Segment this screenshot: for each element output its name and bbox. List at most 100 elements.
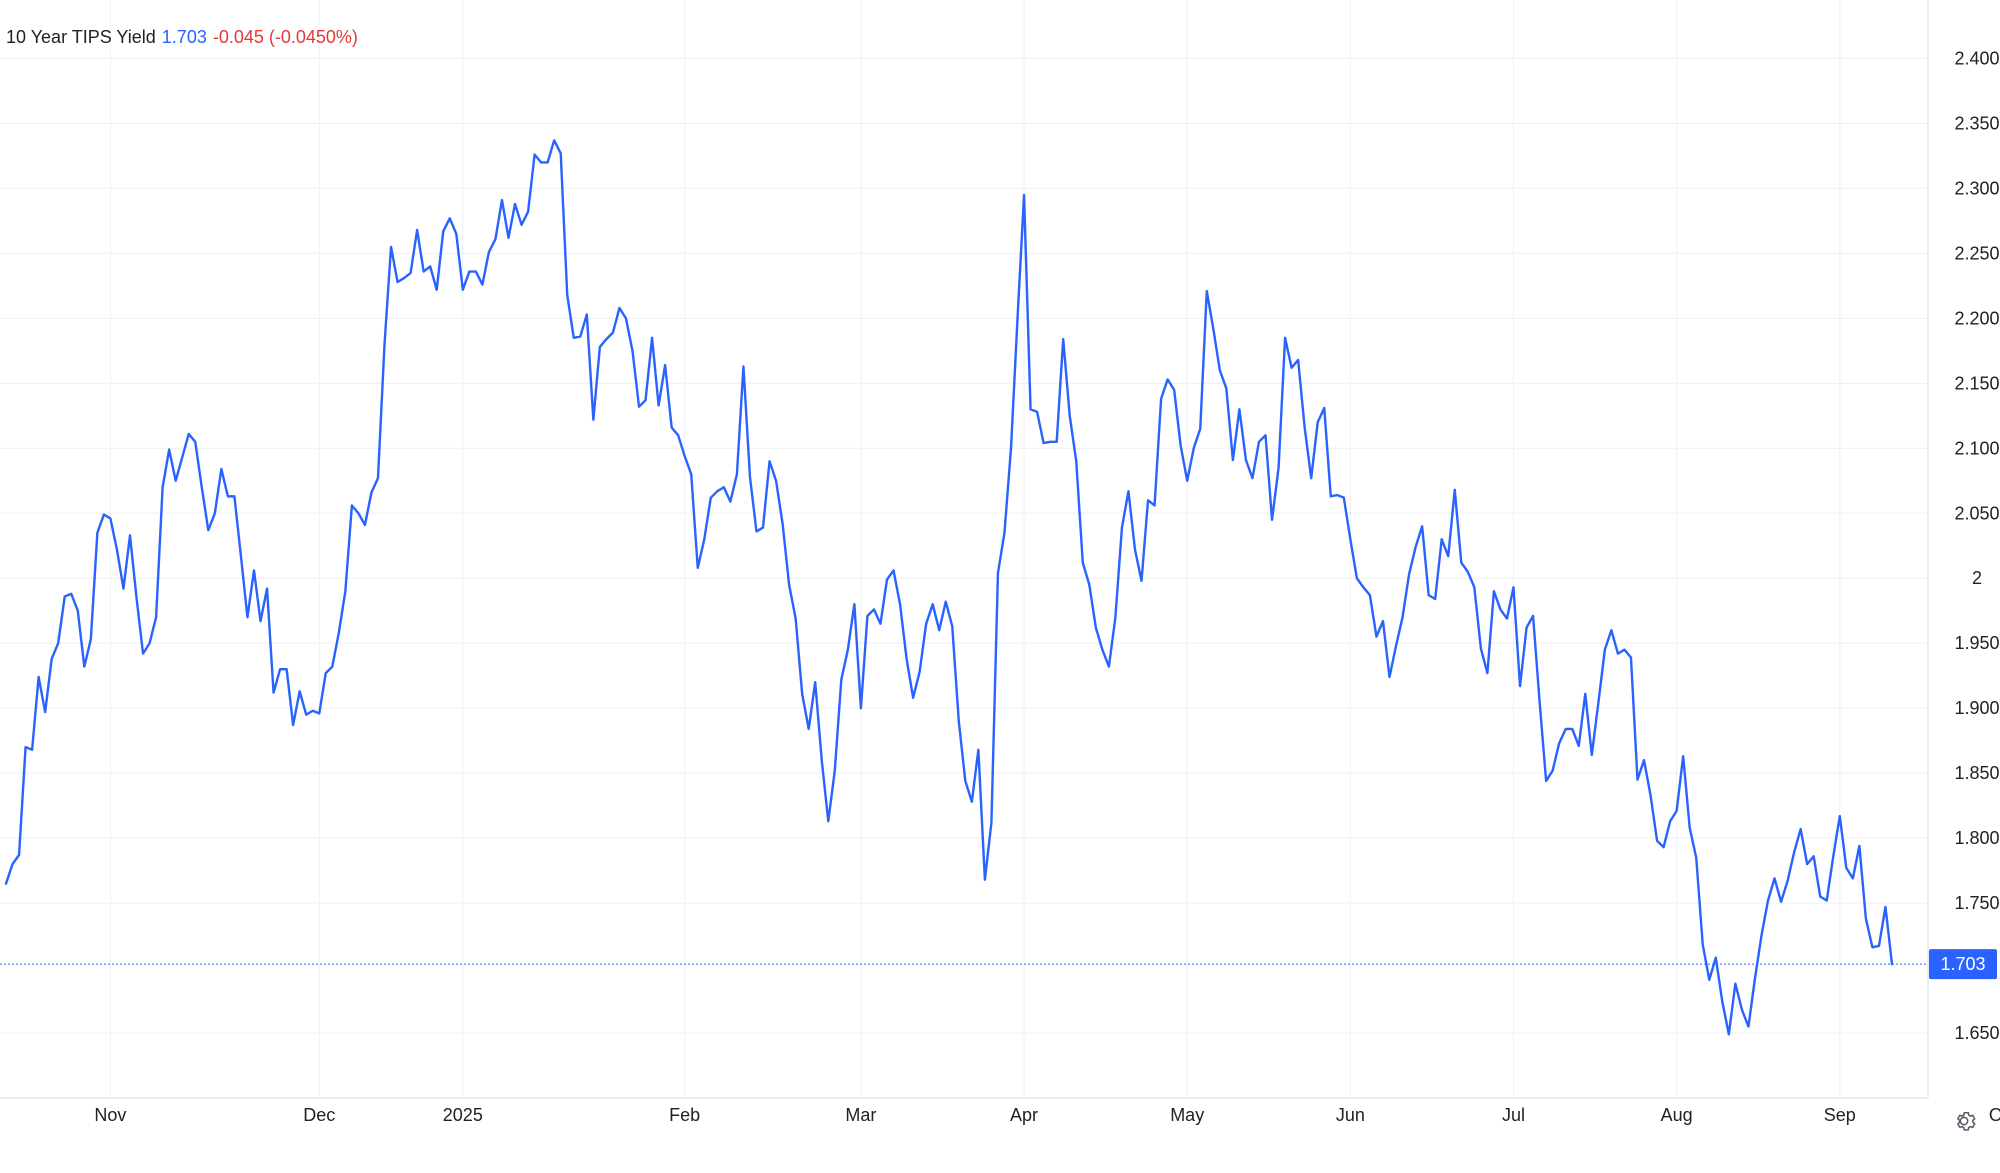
data-point bbox=[1727, 1032, 1731, 1036]
y-tick-label: 1.650 bbox=[1954, 1023, 1999, 1043]
data-point bbox=[1055, 440, 1059, 444]
data-point bbox=[1531, 614, 1535, 618]
data-point bbox=[1525, 626, 1529, 630]
data-point bbox=[1146, 498, 1150, 502]
data-point bbox=[702, 537, 706, 541]
data-point bbox=[957, 719, 961, 723]
data-point bbox=[1825, 898, 1829, 902]
data-point bbox=[1322, 406, 1326, 410]
data-point bbox=[905, 657, 909, 661]
data-point bbox=[617, 306, 621, 310]
data-point bbox=[1812, 854, 1816, 858]
data-point bbox=[1420, 524, 1424, 528]
gear-icon bbox=[1957, 1112, 1976, 1131]
data-point bbox=[989, 821, 993, 825]
data-point bbox=[89, 637, 93, 641]
data-point bbox=[1250, 476, 1254, 480]
data-point bbox=[526, 210, 530, 214]
x-tick-label: Aug bbox=[1661, 1105, 1693, 1125]
data-point bbox=[1518, 684, 1522, 688]
data-point bbox=[1264, 433, 1268, 437]
data-point bbox=[1081, 561, 1085, 565]
data-point bbox=[1701, 943, 1705, 947]
data-point bbox=[435, 288, 439, 292]
data-point bbox=[1740, 1008, 1744, 1012]
settings-button[interactable] bbox=[1951, 1108, 1977, 1134]
data-point bbox=[1466, 570, 1470, 574]
data-point bbox=[213, 511, 217, 515]
data-point bbox=[1662, 845, 1666, 849]
data-point bbox=[1087, 583, 1091, 587]
data-point bbox=[754, 529, 758, 533]
data-point bbox=[1283, 336, 1287, 340]
data-point bbox=[1029, 407, 1033, 411]
y-tick-label: 2 bbox=[1972, 568, 1982, 588]
data-point bbox=[148, 641, 152, 645]
data-point bbox=[892, 568, 896, 572]
data-point bbox=[1270, 518, 1274, 522]
data-point bbox=[1166, 377, 1170, 381]
data-point bbox=[578, 335, 582, 339]
data-point bbox=[1551, 769, 1555, 773]
data-point bbox=[878, 622, 882, 626]
data-point bbox=[1733, 982, 1737, 986]
data-point bbox=[1714, 956, 1718, 960]
data-point bbox=[865, 614, 869, 618]
data-point bbox=[1211, 327, 1215, 331]
data-point bbox=[206, 528, 210, 532]
data-point bbox=[343, 589, 347, 593]
data-point bbox=[1303, 426, 1307, 430]
data-point bbox=[918, 670, 922, 674]
data-point bbox=[709, 496, 713, 500]
data-point bbox=[1570, 727, 1574, 731]
instrument-title: 10 Year TIPS Yield bbox=[6, 27, 156, 47]
data-point bbox=[24, 745, 28, 749]
data-point bbox=[1857, 844, 1861, 848]
horizontal-grid bbox=[0, 57, 1928, 1034]
data-point bbox=[1316, 420, 1320, 424]
data-point bbox=[1590, 753, 1594, 757]
data-point bbox=[839, 678, 843, 682]
data-point bbox=[1544, 779, 1548, 783]
data-point bbox=[454, 232, 458, 236]
data-point bbox=[108, 516, 112, 520]
data-point bbox=[585, 312, 589, 316]
data-point bbox=[1022, 193, 1026, 197]
data-point bbox=[1042, 441, 1046, 445]
data-point bbox=[441, 229, 445, 233]
change-value: -0.045 (-0.0450%) bbox=[212, 27, 358, 47]
data-point bbox=[859, 706, 863, 710]
data-point bbox=[467, 270, 471, 274]
data-point bbox=[1877, 944, 1881, 948]
data-point bbox=[1609, 628, 1613, 632]
data-point bbox=[1642, 758, 1646, 762]
data-point bbox=[1048, 440, 1052, 444]
data-point bbox=[128, 533, 132, 537]
data-point bbox=[1498, 607, 1502, 611]
last-value-label-bg bbox=[1929, 949, 1997, 980]
y-tick-label: 2.200 bbox=[1954, 308, 1999, 328]
data-point bbox=[174, 479, 178, 483]
data-point bbox=[200, 485, 204, 489]
data-point bbox=[121, 587, 125, 591]
data-point bbox=[56, 641, 60, 645]
data-point bbox=[507, 236, 511, 240]
data-point bbox=[1864, 917, 1868, 921]
data-point bbox=[226, 494, 230, 498]
data-point bbox=[1172, 388, 1176, 392]
data-point bbox=[1446, 554, 1450, 558]
data-point bbox=[43, 710, 47, 714]
data-point bbox=[1818, 895, 1822, 899]
data-point bbox=[546, 160, 550, 164]
series-line bbox=[4, 139, 1894, 1036]
data-point bbox=[409, 271, 413, 275]
data-point bbox=[800, 692, 804, 696]
data-point bbox=[1786, 879, 1790, 883]
data-point bbox=[1016, 316, 1020, 320]
y-tick-label: 2.250 bbox=[1954, 243, 1999, 263]
data-point bbox=[787, 583, 791, 587]
x-tick-label: Feb bbox=[669, 1105, 700, 1125]
